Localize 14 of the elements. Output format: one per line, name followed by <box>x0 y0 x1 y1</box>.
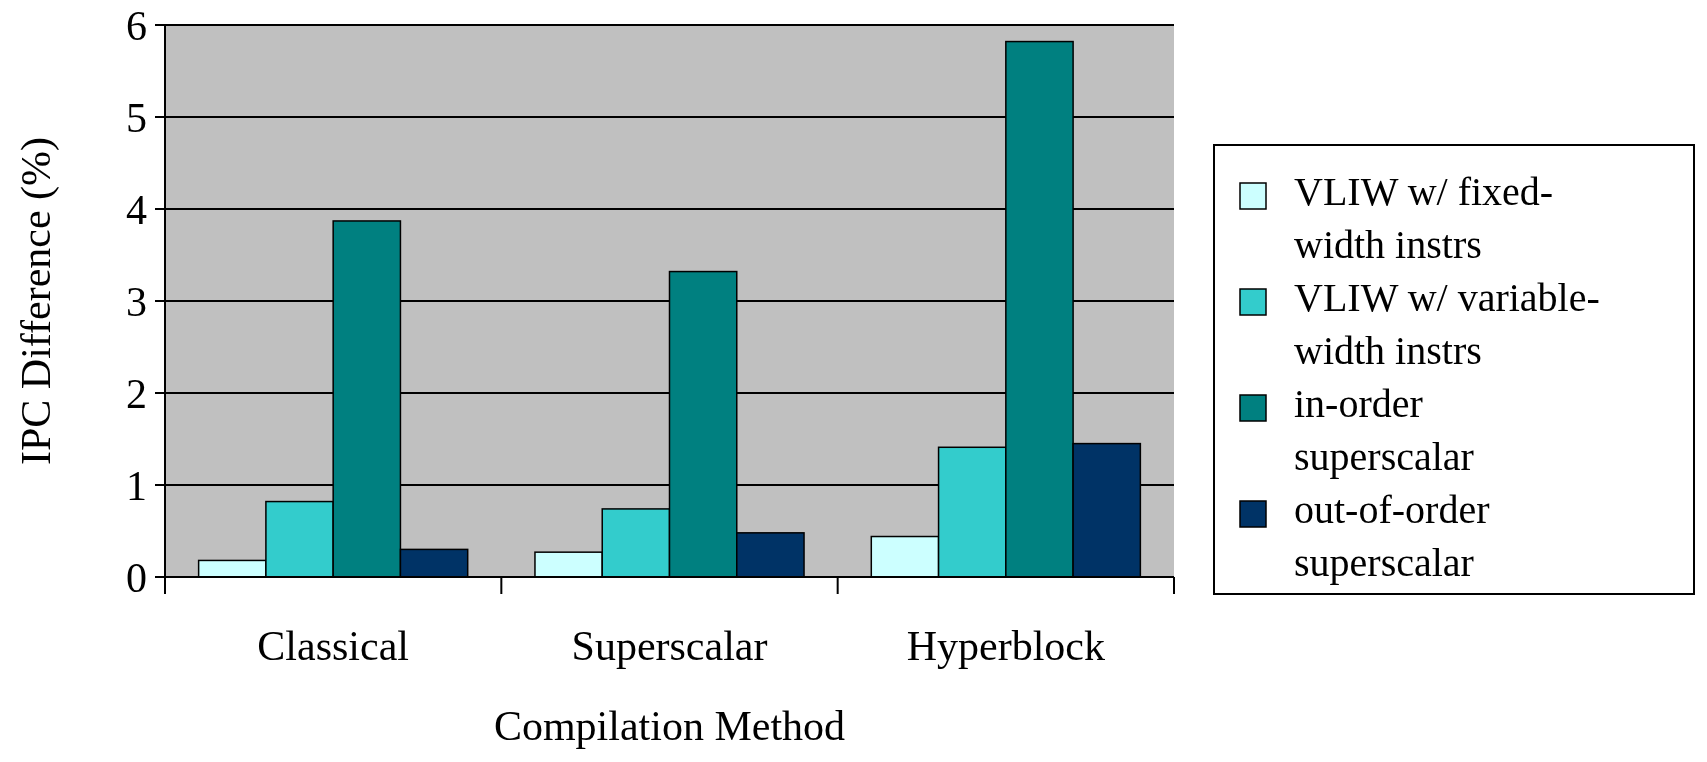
y-axis-title: IPC Difference (%) <box>13 136 60 466</box>
y-tick-label: 0 <box>126 554 147 601</box>
y-tick-label: 4 <box>126 186 147 233</box>
y-tick-label: 3 <box>126 278 147 325</box>
y-tick-label: 2 <box>126 370 147 417</box>
y-tick-label: 5 <box>126 94 147 141</box>
legend-label: out-of-order superscalar <box>1294 487 1490 585</box>
y-tick-label: 6 <box>126 2 147 49</box>
x-tick-label: Hyperblock <box>906 623 1105 669</box>
legend-label: VLIW w/ fixed-width instrs <box>1294 169 1554 267</box>
x-tick-label: Superscalar <box>571 623 768 669</box>
y-tick-label: 1 <box>126 462 147 509</box>
x-axis-title: Compilation Method <box>493 703 846 749</box>
x-tick-label: Classical <box>257 623 409 669</box>
